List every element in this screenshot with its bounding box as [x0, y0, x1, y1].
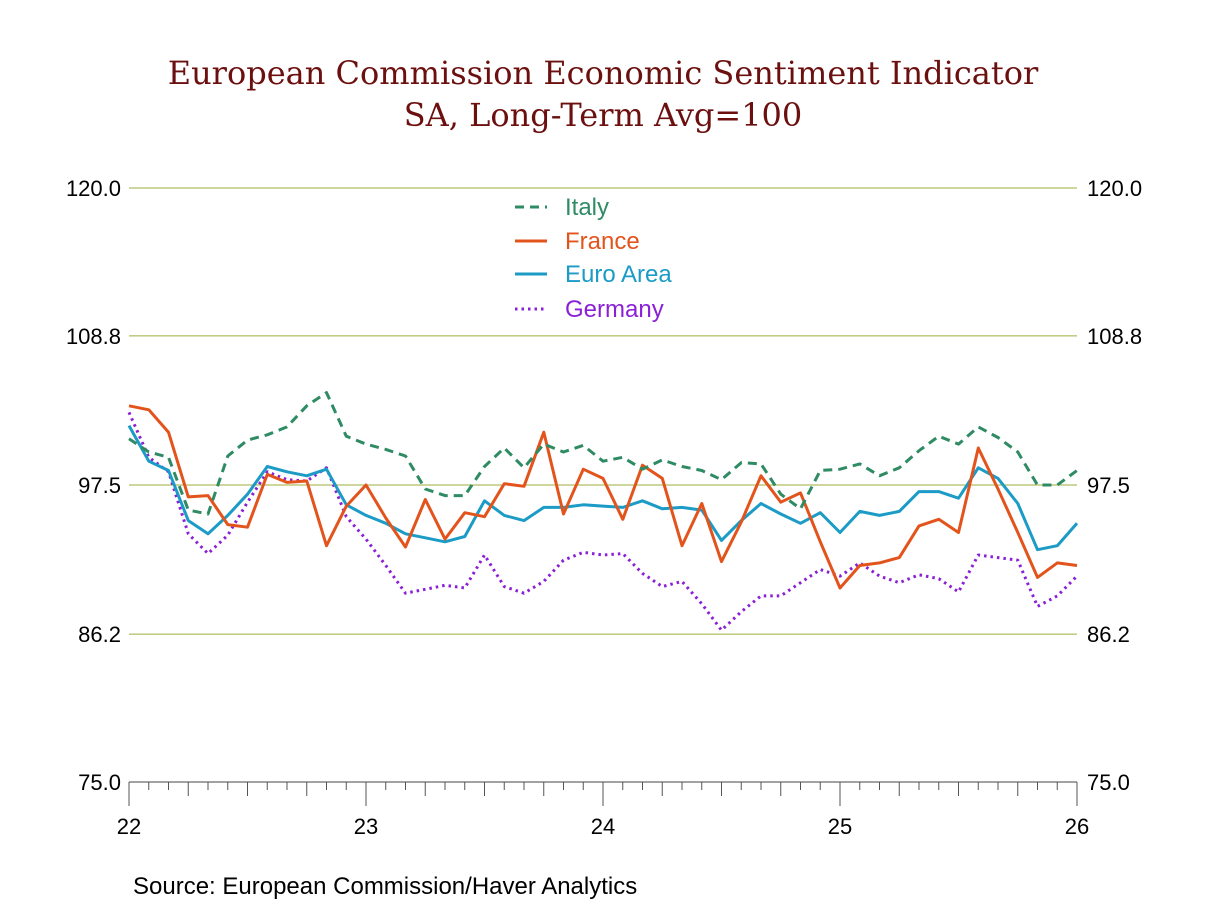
legend-label: Italy	[565, 194, 609, 221]
x-tick-label: 26	[1065, 814, 1089, 839]
legend-label: Germany	[565, 296, 664, 323]
y-tick-label-right: 120.0	[1087, 176, 1142, 201]
x-tick-label: 25	[828, 814, 852, 839]
y-tick-label-left: 86.2	[78, 622, 121, 647]
y-tick-label-left: 97.5	[78, 473, 121, 498]
source-note: Source: European Commission/Haver Analyt…	[133, 873, 637, 900]
series-line-euro-area	[127, 424, 1079, 552]
legend: Italy France Euro Area Germany	[515, 194, 672, 323]
series-lines	[127, 391, 1079, 632]
legend-label: France	[565, 228, 640, 255]
series-line-france	[128, 404, 1078, 590]
gridlines	[129, 187, 1077, 635]
x-tick-label: 23	[354, 814, 378, 839]
y-tick-label-right: 97.5	[1087, 473, 1130, 498]
y-tick-label-right: 75.0	[1087, 770, 1130, 795]
y-tick-labels: 120.0 120.0 108.8 108.8 97.5 97.5 86.2 86.2 75.0…	[66, 176, 1142, 795]
axes	[128, 781, 1078, 806]
chart-title: European Commission Economic Sentiment I…	[168, 54, 1039, 92]
series-line-italy	[128, 391, 1078, 516]
y-tick-label-right: 86.2	[1087, 622, 1130, 647]
x-tick-label: 24	[591, 814, 615, 839]
y-tick-label-left: 120.0	[66, 176, 121, 201]
chart-subtitle: SA, Long-Term Avg=100	[404, 96, 803, 134]
legend-label: Euro Area	[565, 261, 672, 288]
y-tick-label-left: 108.8	[66, 324, 121, 349]
y-tick-label-right: 108.8	[1087, 324, 1142, 349]
x-tick-label: 22	[117, 814, 141, 839]
x-tick-labels: 22 23 24 25 26	[117, 814, 1089, 839]
y-tick-label-left: 75.0	[78, 770, 121, 795]
